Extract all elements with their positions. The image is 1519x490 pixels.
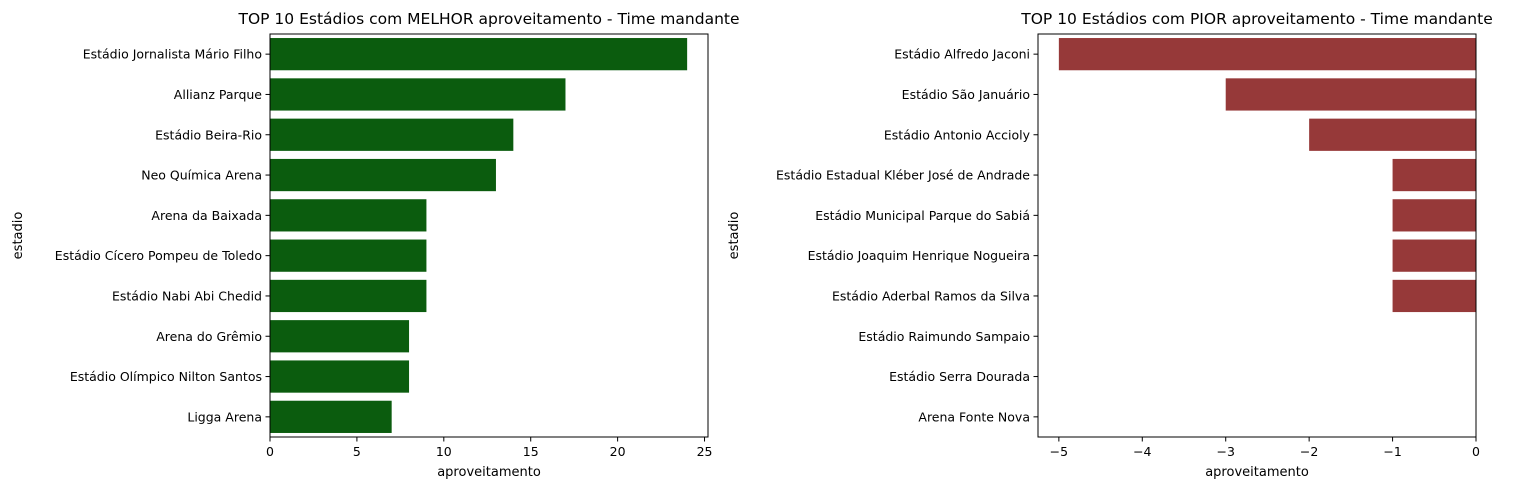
x-tick-label: 15 xyxy=(523,444,539,459)
y-tick-label: Estádio Estadual Kléber José de Andrade xyxy=(776,168,1030,183)
y-tick-label: Allianz Parque xyxy=(174,87,262,102)
plot-frame xyxy=(1037,33,1477,438)
y-tick-label: Neo Química Arena xyxy=(141,168,262,183)
y-tick-label: Estádio Joaquim Henrique Nogueira xyxy=(808,248,1030,263)
x-tick-label: −1 xyxy=(1383,444,1401,459)
y-tick-label: Estádio Cícero Pompeu de Toledo xyxy=(55,248,262,263)
y-tick-label: Estádio Alfredo Jaconi xyxy=(894,47,1030,62)
bar xyxy=(270,400,392,433)
x-tick-label: 10 xyxy=(436,444,452,459)
bar xyxy=(270,199,427,232)
bar xyxy=(1392,239,1476,272)
bar xyxy=(1225,78,1476,111)
x-tick-label: −4 xyxy=(1133,444,1151,459)
y-tick-label: Estádio Antonio Accioly xyxy=(884,127,1031,142)
y-axis-label: estadio xyxy=(727,212,742,260)
bar xyxy=(1309,118,1476,151)
bar xyxy=(1392,158,1476,192)
y-tick-label: Estádio São Januário xyxy=(902,87,1030,102)
x-tick-label: 0 xyxy=(266,444,274,459)
y-axis-label: estadio xyxy=(11,212,26,260)
plot-frame xyxy=(269,33,709,438)
y-tick-label: Estádio Olímpico Nilton Santos xyxy=(70,369,262,384)
x-tick-group: 0 5 10 15 20 25 xyxy=(266,437,712,459)
chart-title: TOP 10 Estádios com MELHOR aproveitament… xyxy=(237,10,739,28)
x-tick-label: 5 xyxy=(353,444,361,459)
chart-worst-stadiums: TOP 10 Estádios com PIOR aproveitamento … xyxy=(727,10,1493,480)
y-tick-label: Estádio Jornalista Mário Filho xyxy=(83,47,262,62)
y-tick-group: Estádio Alfredo Jaconi Estádio São Januá… xyxy=(776,47,1038,424)
x-tick-label: −5 xyxy=(1050,444,1068,459)
y-tick-label: Arena Fonte Nova xyxy=(918,409,1030,424)
chart-title: TOP 10 Estádios com PIOR aproveitamento … xyxy=(1020,10,1492,28)
x-axis-label: aproveitamento xyxy=(1205,465,1309,480)
bar xyxy=(1392,199,1476,232)
bar xyxy=(270,118,514,151)
y-tick-label: Estádio Aderbal Ramos da Silva xyxy=(832,288,1030,303)
bar xyxy=(270,360,410,393)
y-tick-label: Estádio Serra Dourada xyxy=(889,369,1030,384)
x-tick-label: −3 xyxy=(1216,444,1234,459)
y-tick-label: Estádio Raimundo Sampaio xyxy=(858,329,1030,344)
y-tick-label: Arena do Grêmio xyxy=(156,329,262,344)
x-tick-label: 0 xyxy=(1472,444,1480,459)
y-tick-label: Estádio Municipal Parque do Sabiá xyxy=(815,208,1030,223)
bar xyxy=(270,38,688,71)
y-tick-label: Estádio Nabi Abi Chedid xyxy=(112,288,262,303)
bar xyxy=(270,158,496,192)
bar xyxy=(270,78,566,111)
x-axis-label: aproveitamento xyxy=(437,465,541,480)
bar xyxy=(270,279,427,313)
y-tick-label: Arena da Baixada xyxy=(151,208,262,223)
x-tick-label: −2 xyxy=(1300,444,1318,459)
y-tick-label: Estádio Beira-Rio xyxy=(155,127,262,142)
chart-best-stadiums: TOP 10 Estádios com MELHOR aproveitament… xyxy=(11,10,740,480)
x-tick-label: 20 xyxy=(610,444,626,459)
x-tick-label: 25 xyxy=(697,444,713,459)
bar xyxy=(270,239,427,272)
bar xyxy=(1058,38,1476,71)
bar xyxy=(270,320,410,353)
y-tick-label: Ligga Arena xyxy=(187,409,262,424)
bar-group xyxy=(1058,38,1476,313)
x-tick-group: −5 −4 −3 −2 −1 0 xyxy=(1050,437,1480,459)
bar xyxy=(1392,279,1476,313)
y-tick-group: Estádio Jornalista Mário Filho Allianz Pa… xyxy=(55,47,270,424)
bar-group xyxy=(270,38,688,433)
